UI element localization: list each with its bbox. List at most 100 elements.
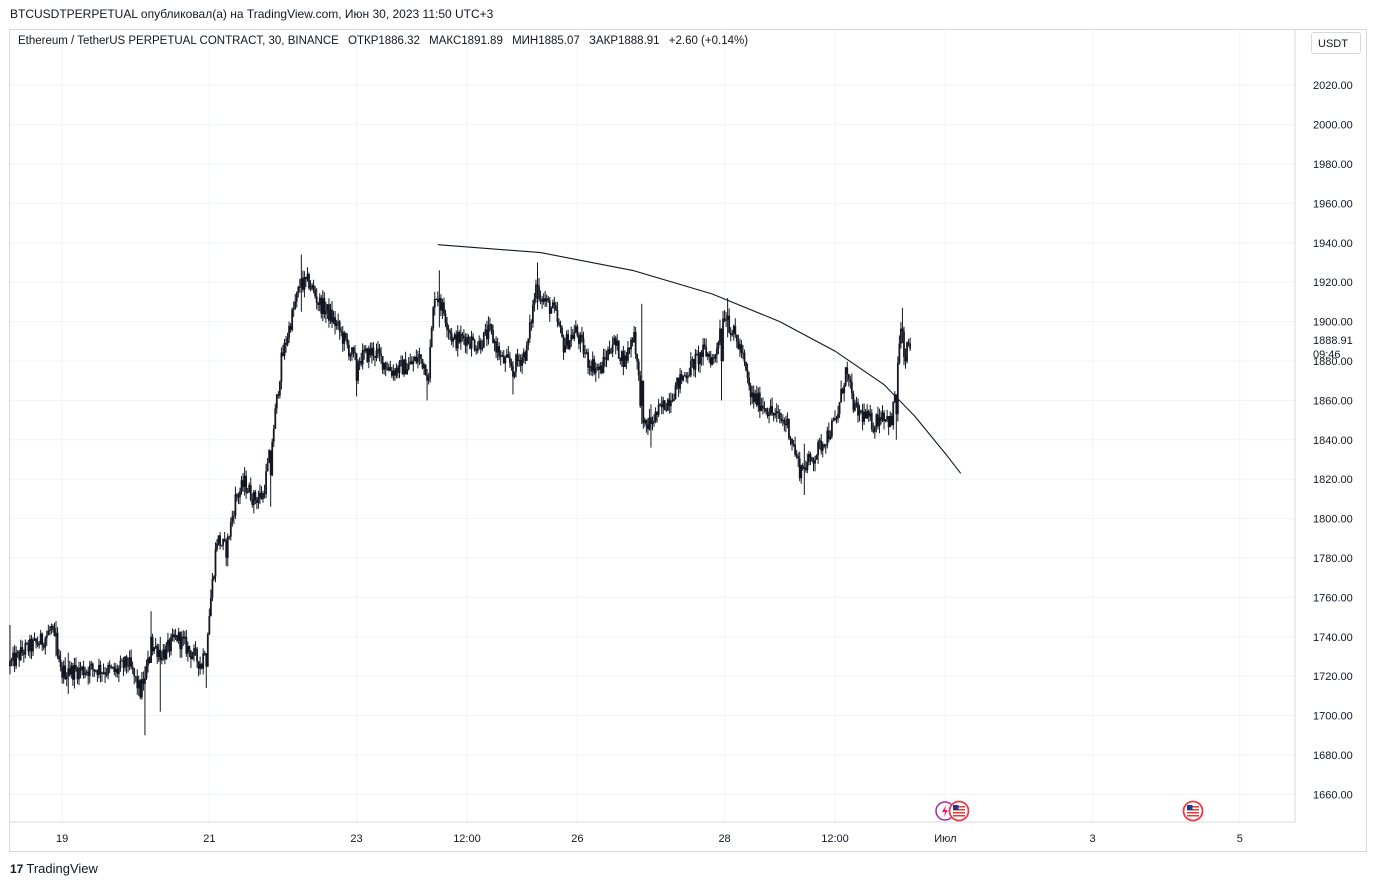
candle [404,351,407,375]
candle [581,326,583,343]
candle [817,439,820,464]
candle [608,340,611,355]
candle-body [251,499,254,506]
candle-body [766,411,769,416]
candle-body [56,632,59,656]
candle [335,319,338,330]
candle [642,380,645,429]
candle-body [124,656,126,668]
candle [232,510,235,525]
candle-body [464,338,467,346]
candle-body [439,297,442,311]
candle-body [646,424,649,430]
candle [136,669,139,695]
us-flag-icon[interactable] [1182,800,1204,822]
candle-body [403,359,405,375]
candle [214,542,217,583]
candle-body [574,326,577,333]
candle-body [565,334,568,346]
currency-button[interactable]: USDT [1311,32,1361,54]
candle-body [179,632,182,650]
candle-body [683,375,686,377]
time-axis[interactable] [10,822,1295,851]
candle-body [332,317,335,323]
candle-body [693,359,695,370]
candle-body [21,647,24,653]
candle-body [252,491,255,506]
candle [213,575,215,581]
candle [723,310,726,323]
price-axis[interactable] [1295,30,1366,822]
candle-body [177,632,180,642]
candle-body [73,665,76,680]
candle-body [13,652,16,666]
candle [508,351,511,368]
candle [324,301,327,323]
candle-body [880,417,882,421]
candle-body [808,453,810,463]
candle [24,639,27,659]
candle-body [249,484,252,500]
candle-body [430,328,433,347]
candle-body [133,668,136,677]
candle-body [642,380,645,424]
candle [137,675,140,697]
candle-body [535,284,537,299]
candle-body [673,399,675,402]
curved-trendline[interactable] [437,244,962,474]
candle [439,294,442,317]
candle-body [564,345,566,353]
candle [660,396,663,415]
candle [119,655,122,672]
candle-body [199,664,202,669]
candle-body [623,355,626,368]
candle-body [206,634,209,667]
trendline[interactable] [437,244,962,474]
candle [33,632,36,642]
candle [548,297,551,322]
candle [185,629,188,657]
candle-body [487,324,490,340]
legend-symbol[interactable]: Ethereum / TetherUS PERPETUAL CONTRACT, … [18,35,339,47]
candle-body [628,347,631,350]
candle [220,544,223,547]
candle [703,338,706,350]
candle [380,346,382,364]
candle [42,642,45,651]
candle-body [326,304,329,311]
candle [374,355,376,367]
candle [752,385,755,409]
candle-body [896,362,899,415]
candle-body [722,318,724,361]
candle-body [725,319,728,321]
candle-body [234,494,237,516]
us-flag-icon[interactable] [948,800,970,822]
candle-body [38,644,41,646]
candle-body [900,328,902,344]
candle-body [321,298,324,314]
candle-body [452,338,455,342]
economic-events[interactable] [935,800,1204,822]
candle-body [809,453,812,458]
candle [384,361,387,377]
candle [254,489,257,505]
candle [344,332,347,342]
candle [61,662,64,684]
candle [15,646,18,669]
candle [41,632,44,652]
candle [75,657,77,672]
candle-body [538,286,540,299]
candle [283,338,286,360]
candle-body [481,347,484,350]
candle-body [136,676,139,689]
candle-body [875,414,878,427]
candle-body [426,375,428,381]
footer-brand[interactable]: 17 TradingView [10,861,98,876]
candle [804,460,807,473]
candle-body [160,657,163,661]
candle [383,362,386,375]
candle-body [472,336,474,341]
candle [395,363,398,379]
candle [751,385,754,405]
